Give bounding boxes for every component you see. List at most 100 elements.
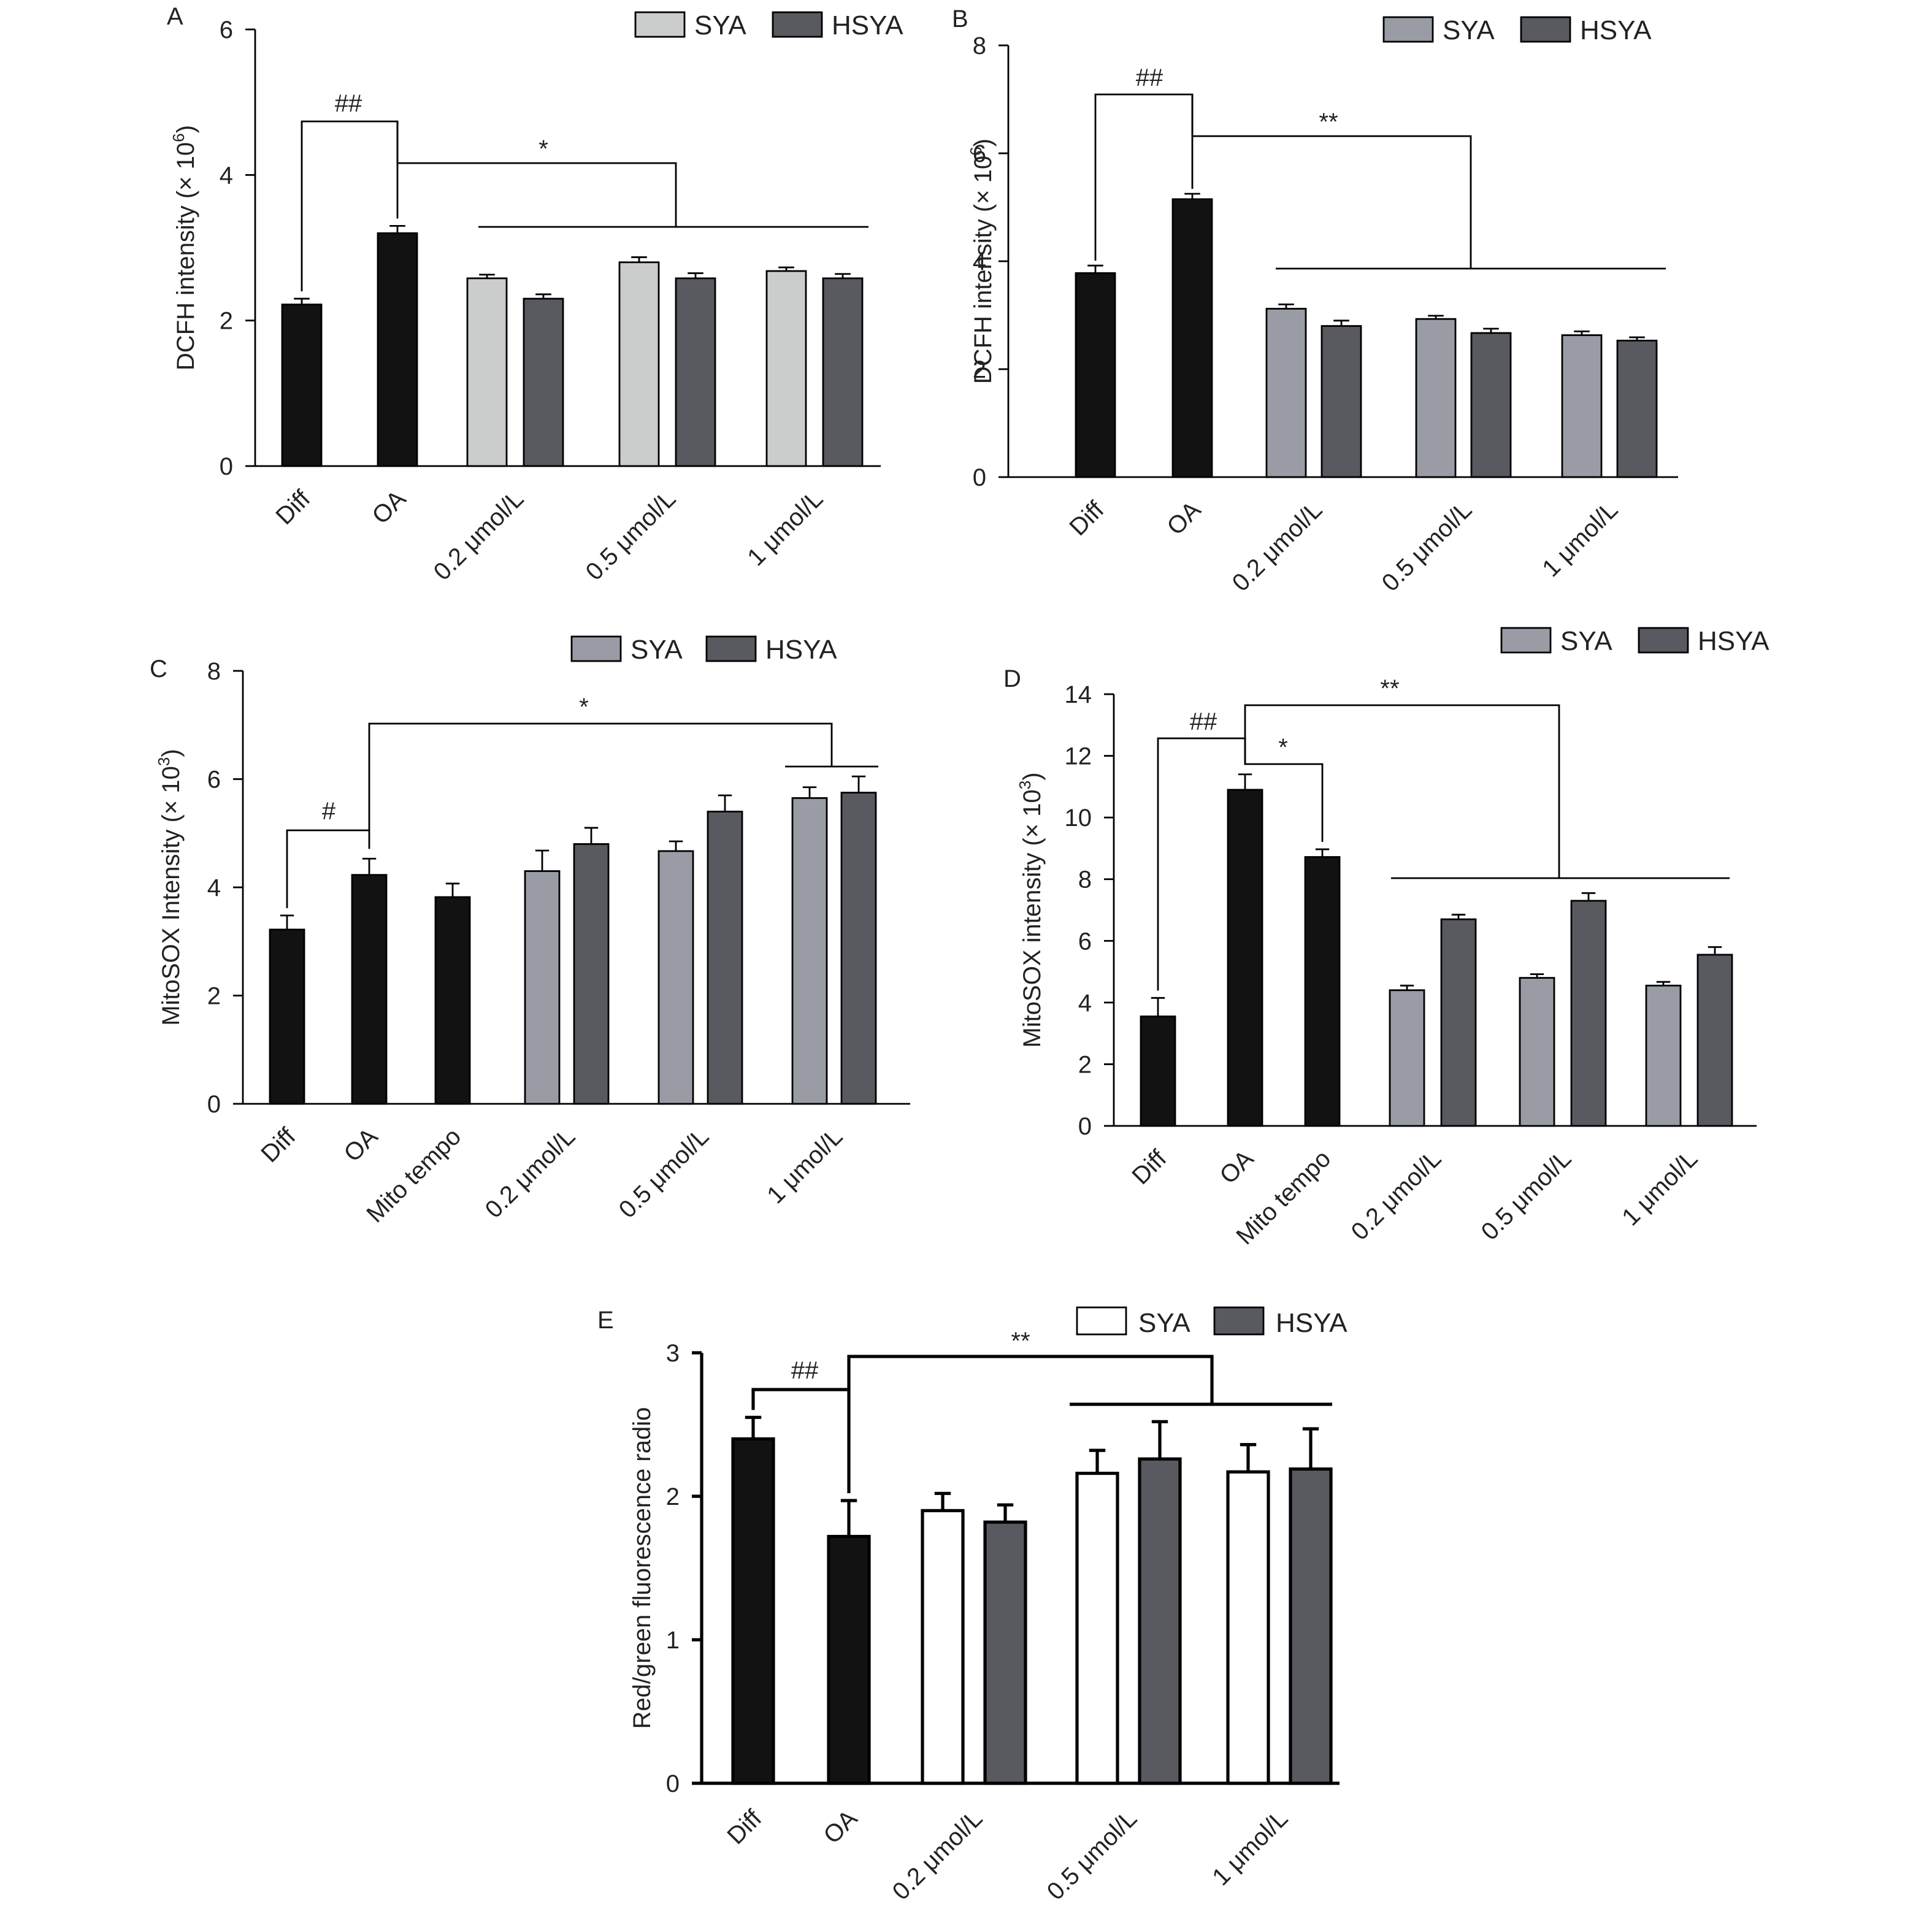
legend-swatch-sya (634, 11, 686, 38)
bar-sya-1-mol-l (765, 270, 807, 467)
legend-swatch-hsya (772, 11, 823, 38)
x-category-label: 0.2 μmol/L (1227, 496, 1328, 597)
x-category-label: 0.2 μmol/L (429, 485, 529, 586)
bracket-diff-oa (751, 1388, 851, 1494)
y-tick-label: 1 (666, 1627, 680, 1654)
y-tick-label: 0 (666, 1770, 680, 1797)
significance-mark: * (1278, 734, 1288, 761)
y-tick-label: 8 (1078, 866, 1092, 893)
x-category-label: 0.5 μmol/L (614, 1123, 715, 1223)
significance-mark: ## (791, 1357, 819, 1384)
x-category-label: 0.5 μmol/L (1476, 1145, 1577, 1245)
legend-swatch-hsya (1213, 1306, 1265, 1336)
bar-diff (269, 928, 305, 1105)
bar-sya-0-2-mol-l (921, 1509, 965, 1785)
y-tick-label: 8 (973, 33, 986, 59)
bracket-oa-treatments (1191, 94, 1472, 269)
bar-hsya-1-mol-l (822, 277, 864, 467)
bar-hsya-1-mol-l (840, 792, 877, 1105)
y-axis-label: Red/green fluorescence radio (629, 1407, 656, 1729)
y-tick-label: 6 (220, 17, 233, 44)
significance-mark: * (539, 136, 548, 163)
bar-hsya-0-5-mol-l (1470, 332, 1512, 478)
x-category-label: 0.5 μmol/L (1377, 496, 1478, 597)
y-tick-label: 2 (220, 308, 233, 335)
x-category-label: 1 μmol/L (762, 1123, 848, 1209)
bracket-oa-1umol (368, 722, 833, 830)
x-category-label: OA (818, 1805, 862, 1849)
legend-swatch-sya (1382, 16, 1434, 43)
x-category-label: OA (1162, 496, 1206, 540)
bar-hsya-0-5-mol-l (675, 277, 716, 467)
bar-diff (281, 304, 323, 467)
bar-hsya-0-5-mol-l (707, 811, 743, 1105)
y-tick-label: 14 (1065, 681, 1092, 708)
x-category-label: 1 μmol/L (1207, 1805, 1293, 1891)
bar-sya-0-5-mol-l (1415, 318, 1457, 478)
x-category-label: OA (339, 1123, 383, 1167)
significance-mark: ** (1380, 675, 1399, 702)
y-tick-label: 2 (1078, 1051, 1092, 1078)
y-tick-label: 0 (973, 464, 986, 491)
x-category-label: Diff (1127, 1145, 1172, 1190)
bar-hsya-0-5-mol-l (1570, 900, 1607, 1127)
x-category-label: Diff (256, 1123, 301, 1168)
significance-mark: ## (1190, 708, 1217, 735)
y-tick-label: 0 (1078, 1113, 1092, 1140)
bar-oa (1227, 789, 1263, 1127)
legend-label-sya: SYA (1443, 15, 1495, 45)
panel-label: C (150, 656, 167, 683)
bar-hsya-0-2-mol-l (573, 843, 610, 1105)
bar-sya-0-5-mol-l (1075, 1471, 1119, 1785)
bar-diff (1075, 272, 1116, 478)
legend-label-sya: SYA (1138, 1308, 1190, 1338)
bar-sya-0-5-mol-l (1519, 977, 1555, 1127)
legend-swatch-hsya (705, 635, 757, 662)
bar-oa (377, 232, 418, 467)
bar-hsya-0-5-mol-l (1138, 1457, 1182, 1785)
y-tick-label: 2 (973, 356, 986, 383)
chart-panel-d: D 0 2 4 6 8 10 12 14 MitoSOX intensity (× 103) Dif… (1003, 626, 1769, 1250)
y-tick-label: 2 (207, 983, 221, 1010)
bar-sya-1-mol-l (791, 797, 828, 1105)
legend-label-sya: SYA (1560, 626, 1612, 656)
bar-sya-0-2-mol-l (1265, 308, 1307, 478)
y-tick-label: 0 (207, 1091, 221, 1118)
bar-sya-0-5-mol-l (657, 850, 694, 1105)
y-tick-label: 4 (220, 162, 233, 189)
x-category-label: 1 μmol/L (1617, 1145, 1703, 1231)
legend-swatch-sya (1500, 627, 1552, 654)
legend-label-sya: SYA (631, 635, 683, 665)
legend-label-hsya: HSYA (1276, 1308, 1347, 1338)
significance-mark: ## (1136, 64, 1163, 91)
panel-label: A (167, 3, 183, 30)
significance-mark: ** (1011, 1328, 1030, 1355)
y-tick-label: 4 (973, 248, 986, 275)
legend-label-hsya: HSYA (1698, 626, 1769, 656)
legend-swatch-hsya (1638, 627, 1689, 654)
bar-sya-0-5-mol-l (618, 261, 660, 467)
y-tick-label: 6 (207, 767, 221, 794)
bar-oa (351, 874, 388, 1105)
y-tick-label: 6 (1078, 928, 1092, 955)
x-category-label: 0.5 μmol/L (581, 485, 681, 586)
y-tick-label: 8 (207, 658, 221, 685)
x-category-label: OA (367, 485, 411, 529)
bar-hsya-0-2-mol-l (1321, 325, 1362, 478)
x-category-label: 0.2 μmol/L (887, 1805, 988, 1905)
bar-sya-0-2-mol-l (466, 277, 508, 467)
x-category-label: Diff (1064, 496, 1110, 541)
y-tick-label: 2 (666, 1483, 680, 1510)
bar-diff (1140, 1016, 1176, 1127)
y-axis-label: DCFH intensity (× 106) (967, 139, 997, 384)
x-category-label: OA (1214, 1145, 1259, 1189)
x-category-label: Diff (722, 1805, 767, 1850)
bar-mito-tempo (1304, 856, 1341, 1127)
bar-sya-0-2-mol-l (524, 870, 561, 1105)
y-axis-label: MitoSOX Intensity (× 103) (155, 749, 185, 1025)
bar-hsya-0-2-mol-l (1440, 918, 1477, 1127)
bracket-oa-treatments (396, 121, 677, 227)
legend-label-sya: SYA (694, 10, 746, 40)
